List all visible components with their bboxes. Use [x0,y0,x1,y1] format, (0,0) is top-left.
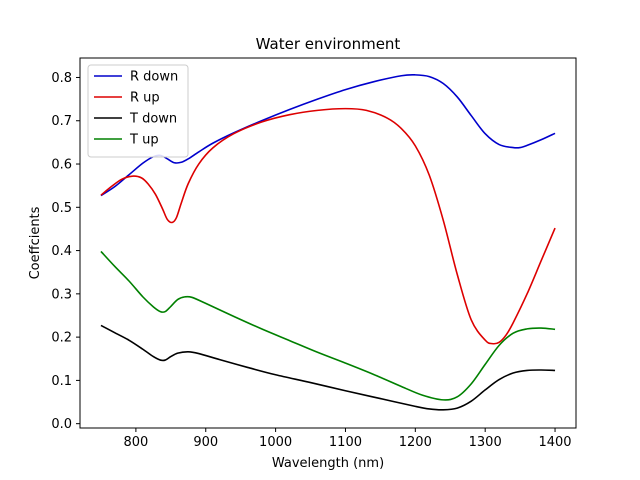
x-tick-label: 1300 [469,435,502,450]
y-tick-label: 0.7 [51,114,72,129]
series-line-t-down [100,324,556,411]
y-axis: 0.0 0.1 0.2 0.3 0.4 0.5 0.6 0.7 0.8 [51,71,80,432]
legend-label-t-up: T up [129,133,159,148]
axes-frame [79,57,577,429]
y-tick-label: 0.4 [51,244,72,259]
legend-box [87,64,189,158]
y-tick-label: 0.2 [51,331,72,346]
x-axis: 800 900 1000 1100 1200 1300 1400 [123,428,572,450]
legend: R down R up T down T up [87,64,189,158]
y-axis-label: Coeffcients [28,206,43,279]
x-tick-label: 800 [123,435,148,450]
x-tick-label: 1000 [259,435,292,450]
legend-label-r-down: R down [130,70,178,85]
chart-title: Water environment [256,35,401,53]
legend-label-r-up: R up [130,91,160,106]
x-tick-label: 1200 [399,435,432,450]
x-axis-label: Wavelength (nm) [272,456,384,471]
legend-label-t-down: T down [129,112,177,127]
x-tick-label: 900 [193,435,218,450]
y-tick-label: 0.1 [51,374,72,389]
y-tick-label: 0.5 [51,201,72,216]
x-tick-label: 1400 [538,435,571,450]
x-tick-label: 1100 [329,435,362,450]
y-tick-label: 0.3 [51,287,72,302]
y-tick-label: 0.0 [51,417,72,432]
y-tick-label: 0.6 [51,158,72,173]
series-line-t-up [100,250,556,401]
y-tick-label: 0.8 [51,71,72,86]
series-line-r-up [100,107,556,345]
